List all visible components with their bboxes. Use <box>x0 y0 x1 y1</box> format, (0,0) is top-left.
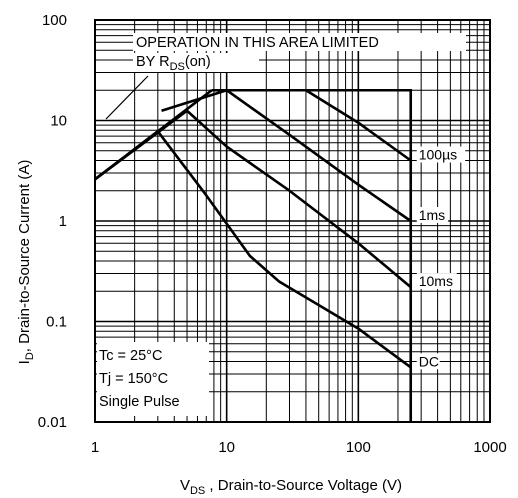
x-tick-label: 10 <box>218 439 235 456</box>
series-line <box>94 109 412 289</box>
series-line <box>211 88 412 162</box>
series-label: DC <box>419 353 439 369</box>
series-line <box>161 88 412 223</box>
series-label: 1ms <box>419 207 445 223</box>
y-axis-label: ID, Drain-to-Source Current (A) <box>16 160 36 365</box>
annotation-background <box>133 33 466 51</box>
annotation-line-2: BY RDS(on) <box>136 54 211 73</box>
chart-series: 100µs 1ms 10ms DC <box>94 88 466 422</box>
y-tick-label: 0.1 <box>46 314 67 331</box>
x-axis-label: VDS , Drain-to-Source Voltage (V) <box>180 477 402 497</box>
series-label-background <box>416 207 449 223</box>
x-tick-label: 1 <box>91 439 99 456</box>
y-tick-label: 1 <box>59 213 67 230</box>
annotation-background-2 <box>133 53 259 72</box>
y-tick-label: 100 <box>42 12 67 29</box>
tick-labels: 1 10 100 1000 0.01 0.1 1 10 100 <box>38 12 507 456</box>
x-tick-label: 100 <box>346 439 371 456</box>
series-label-background <box>416 273 457 290</box>
series-label: 10ms <box>419 273 453 289</box>
annotation-leader-line <box>105 75 149 120</box>
condition-pulse: Single Pulse <box>99 394 180 410</box>
condition-tc: Tc = 25°C <box>99 348 162 364</box>
series-label: 100µs <box>419 146 457 162</box>
series-label-background <box>416 146 466 163</box>
conditions-background <box>97 342 209 416</box>
condition-tj: Tj = 150°C <box>99 371 168 387</box>
y-tick-label: 10 <box>50 113 67 130</box>
x-tick-label: 1000 <box>473 439 506 456</box>
annotation-line-1: OPERATION IN THIS AREA LIMITED <box>136 35 379 51</box>
y-tick-label: 0.01 <box>38 414 67 431</box>
plot-frame <box>94 19 491 423</box>
series-label-background <box>416 353 440 370</box>
series-line <box>94 130 412 369</box>
